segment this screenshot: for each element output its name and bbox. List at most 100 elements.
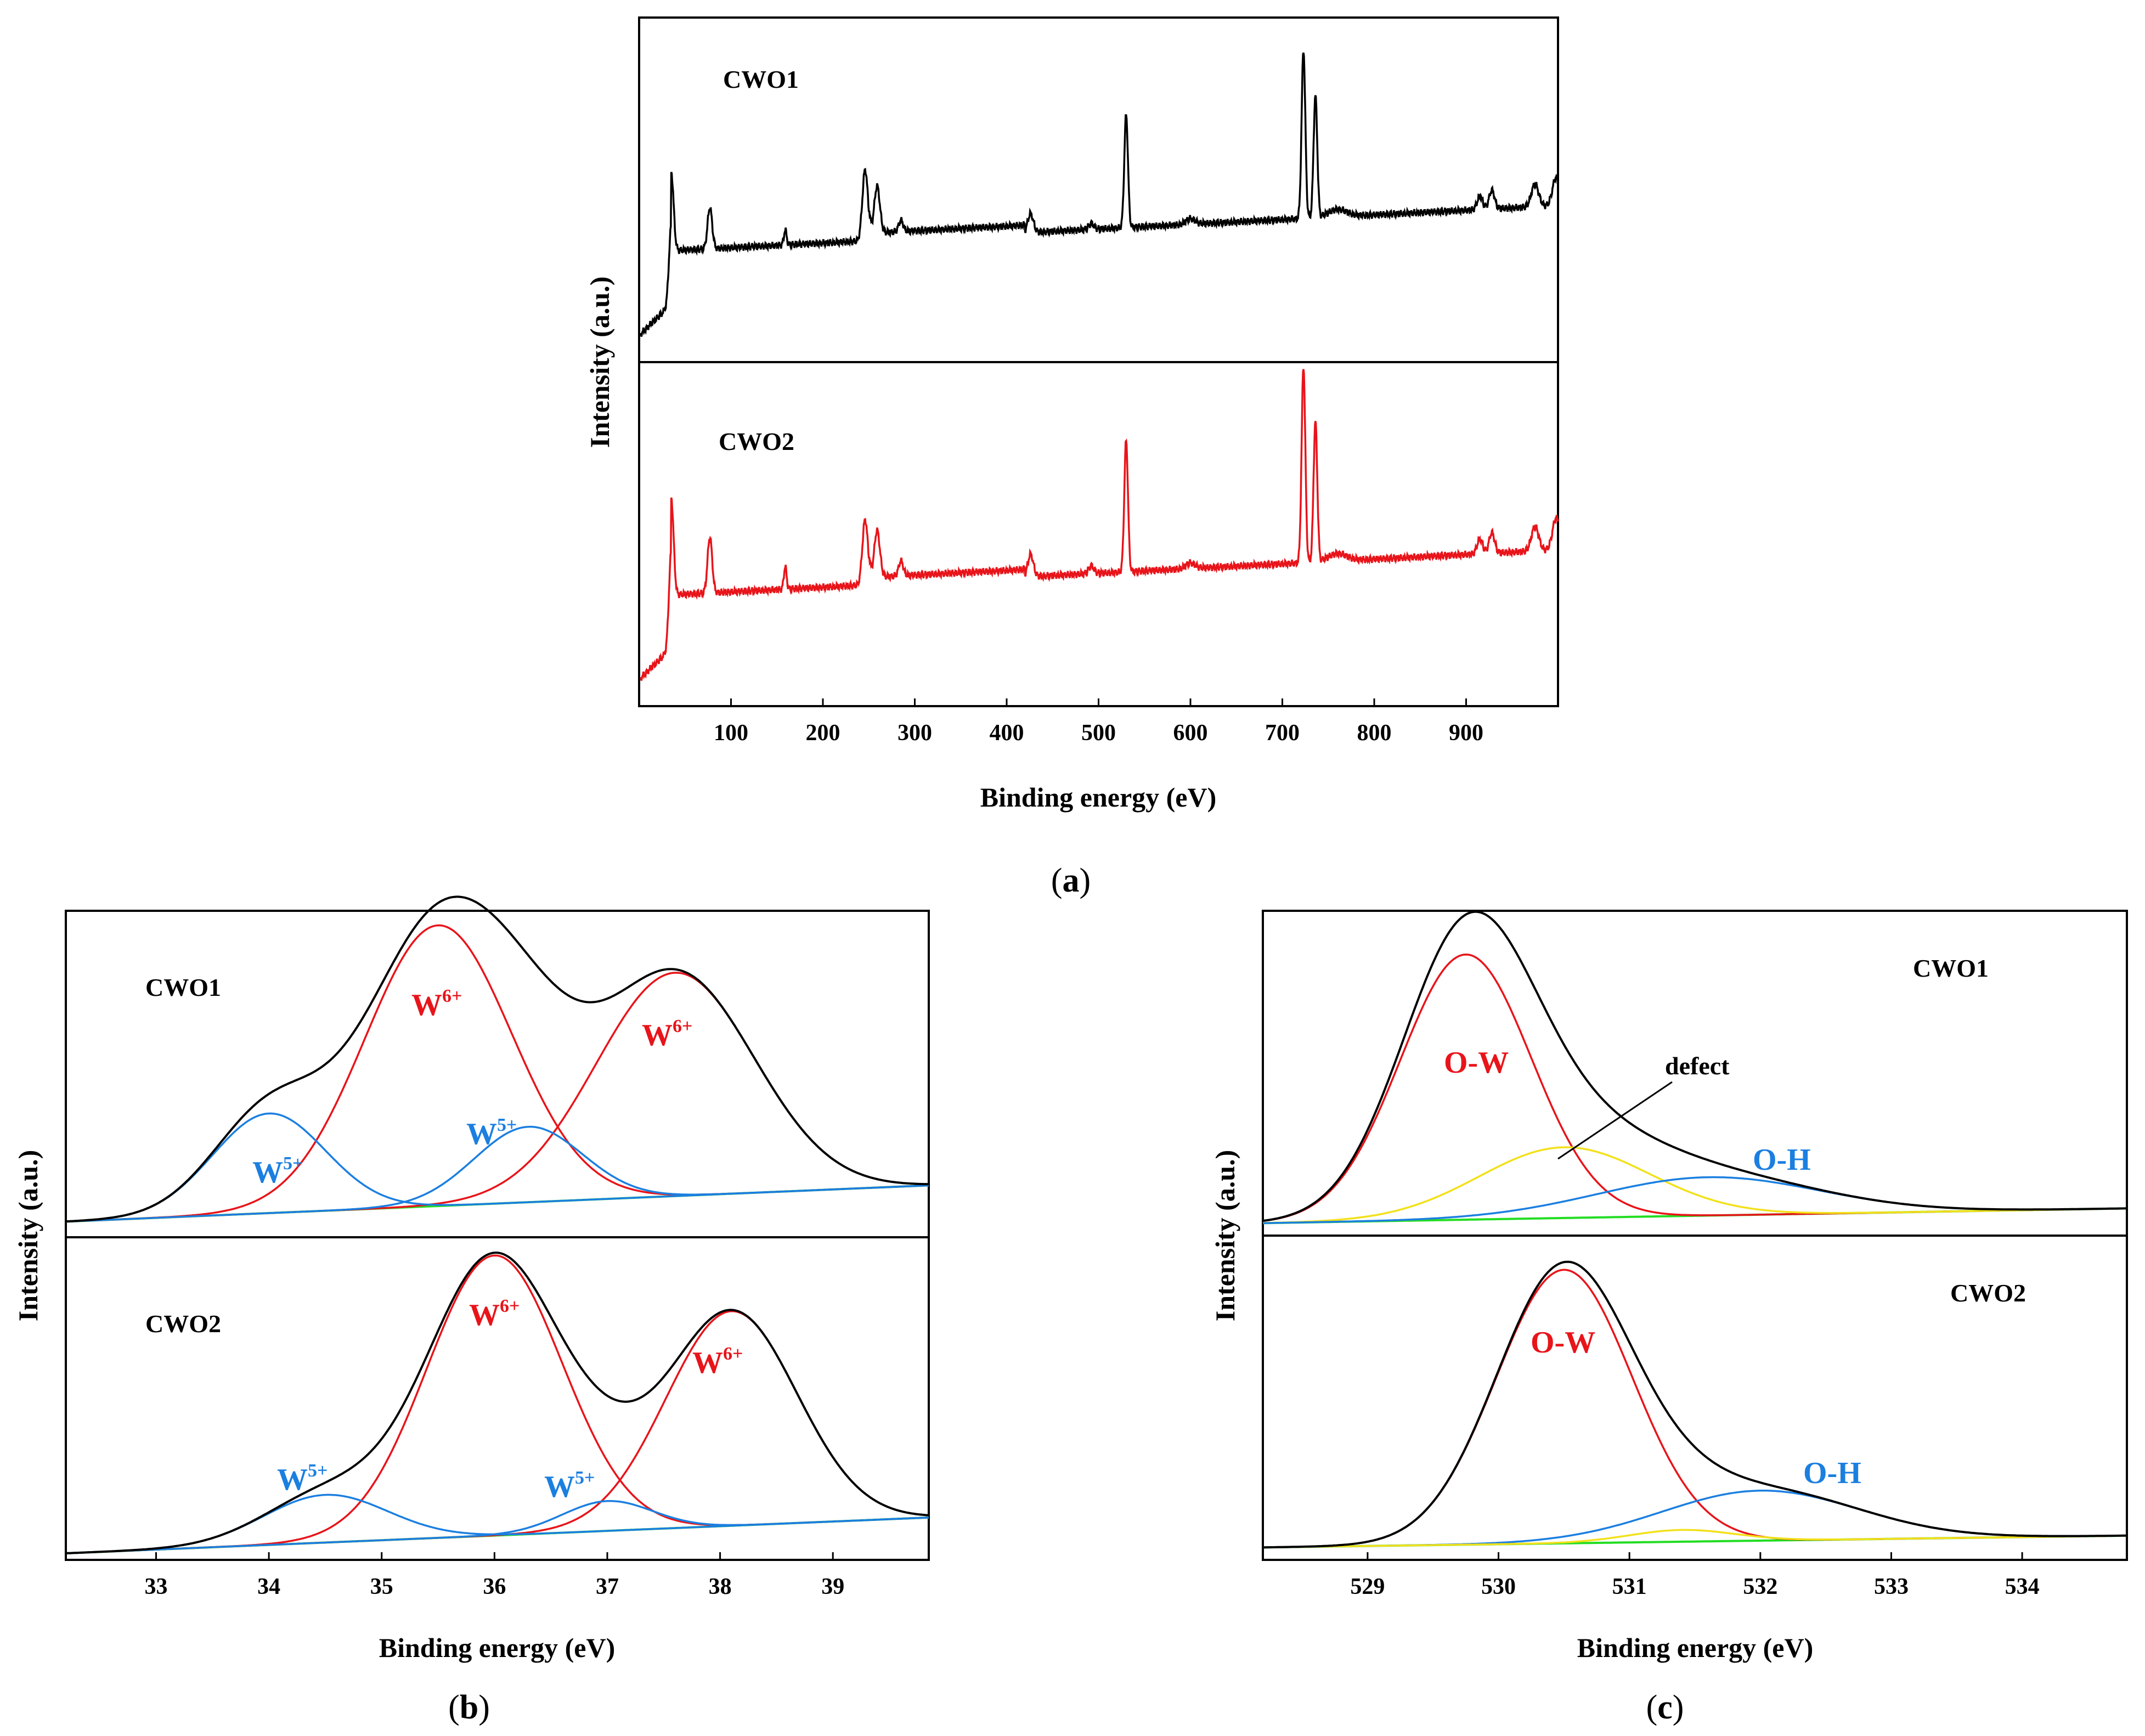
x-tick-label: 700 [1265,720,1300,746]
panel-b-cwo1-w6-label-2: W6+ [642,1016,692,1052]
w6-main: W [411,988,442,1022]
panel-b-cwo2-label: CWO2 [145,1310,221,1338]
panel-b-cwo2-w6plus-component [65,1310,929,1554]
w5-sup: 5+ [283,1153,303,1174]
panel-b-cwo1-w5-label-1: W5+ [252,1153,303,1190]
caption-a: (a) [1051,862,1091,899]
w6-sup: 6+ [500,1296,520,1316]
w6-sup: 6+ [723,1344,743,1364]
x-tick-label: 529 [1350,1574,1385,1599]
panel-b-cwo2-w5-label-2: W5+ [544,1468,595,1504]
panel-b-y-axis-label: Intensity (a.u.) [13,1150,43,1322]
x-tick-label: 39 [821,1574,844,1599]
panel-c-cwo1-oh-label: O-H [1753,1143,1811,1177]
panel-a-x-ticks: 100 200 300 400 500 600 700 800 900 [714,698,1483,746]
x-tick-label: 34 [257,1574,280,1599]
caption-b-letter: b [460,1689,478,1726]
panel-c-cwo2-oh-label: O-H [1803,1456,1861,1490]
w5-main: W [277,1463,308,1497]
x-tick-label: 37 [596,1574,619,1599]
w5-sup: 5+ [497,1115,517,1135]
x-tick-label: 531 [1612,1574,1647,1599]
w6-main: W [469,1298,500,1332]
x-tick-label: 530 [1481,1574,1516,1599]
x-tick-label: 100 [714,720,748,746]
panel-b: 33 34 35 36 37 38 39 CWO1 CWO2 W6+ W6+ W5+ W5+… [13,895,930,1726]
panel-b-cwo2-w5plus-component [65,1493,929,1554]
panel-c-x-ticks: 529 530 531 532 533 534 [1350,1552,2040,1599]
x-tick-label: 500 [1081,720,1116,746]
panel-c-cwo2-ow-label: O-W [1531,1326,1595,1360]
panel-b-curves [65,895,929,1554]
caption-c-open: ( [1646,1689,1658,1726]
panel-c-defect-label: defect [1665,1052,1730,1080]
panel-b-cwo2-envelope [65,1252,929,1554]
panel-a: 100 200 300 400 500 600 700 800 900 CWO1 CWO2 Bi… [584,16,1559,899]
panel-b-cwo1-w6-label-1: W6+ [411,986,462,1022]
caption-c-letter: c [1657,1689,1673,1726]
x-tick-label: 532 [1743,1574,1777,1599]
w6-sup: 6+ [673,1016,692,1036]
panel-c-cwo1-ow-label: O-W [1444,1046,1509,1080]
x-tick-label: 900 [1449,720,1483,746]
caption-c-close: ) [1673,1689,1684,1726]
caption-b-close: ) [478,1689,490,1726]
w6-sup: 6+ [442,986,462,1006]
panel-a-x-axis-label: Binding energy (eV) [980,782,1217,813]
panel-b-cwo1-envelope [65,895,929,1223]
panel-b-cwo1-w5plus-component [65,1125,929,1223]
panel-b-cwo1-label: CWO1 [145,973,221,1001]
panel-a-curves [640,52,1559,681]
panel-c-curves [1262,910,2127,1549]
panel-b-cwo1-w5-label-2: W5+ [466,1115,517,1151]
panel-b-cwo2-w5plus-component [65,1500,929,1554]
panel-c-cwo1-envelope [1262,910,2127,1222]
x-tick-label: 36 [483,1574,506,1599]
w5-main: W [252,1156,283,1190]
panel-a-cwo1-label: CWO1 [723,65,799,93]
panel-c-cwo1-o-w-component [1262,953,2127,1222]
panel-c-cwo2-label: CWO2 [1950,1279,2026,1307]
panel-b-cwo2-w6-label-1: W6+ [469,1296,520,1332]
panel-b-cwo1-w6plus-component [65,972,929,1223]
w6-main: W [642,1018,673,1052]
panel-c: 529 530 531 532 533 534 CWO1 CWO2 O-W O-H def… [1210,910,2128,1726]
panel-b-frame [65,910,930,1561]
w5-main: W [544,1470,575,1504]
x-tick-label: 533 [1874,1574,1909,1599]
panel-c-x-axis-label: Binding energy (eV) [1577,1632,1814,1663]
panel-b-x-axis-label: Binding energy (eV) [379,1632,616,1663]
x-tick-label: 534 [2005,1574,2040,1599]
panel-b-cwo1-w6plus-component [65,924,929,1223]
x-tick-label: 800 [1357,720,1392,746]
w5-main: W [466,1117,497,1151]
w6-main: W [692,1346,723,1380]
x-tick-label: 600 [1173,720,1208,746]
x-tick-label: 400 [990,720,1024,746]
series-cwo1-line [640,52,1559,337]
panel-c-y-axis-label: Intensity (a.u.) [1210,1150,1240,1322]
x-tick-label: 300 [897,720,932,746]
x-tick-label: 33 [144,1574,167,1599]
panel-c-cwo2-envelope [1262,1260,2127,1549]
caption-c: (c) [1646,1689,1684,1726]
panel-a-y-axis-label: Intensity (a.u.) [584,277,615,448]
w5-sup: 5+ [308,1461,328,1481]
panel-c-cwo1-defect-component [1262,1146,2127,1224]
panel-b-cwo2-w6-label-2: W6+ [692,1344,743,1380]
panel-c-defect-pointer [1557,1081,1673,1160]
panel-b-cwo2-w5-label-1: W5+ [277,1461,328,1497]
panel-b-x-ticks: 33 34 35 36 37 38 39 [144,1552,844,1599]
caption-a-letter: a [1063,862,1080,899]
x-tick-label: 35 [370,1574,393,1599]
x-tick-label: 38 [709,1574,732,1599]
caption-b: (b) [448,1689,490,1726]
caption-b-open: ( [448,1689,460,1726]
panel-c-cwo1-label: CWO1 [1913,954,1989,982]
x-tick-label: 200 [806,720,840,746]
caption-a-open: ( [1051,862,1063,899]
series-cwo2-line [640,369,1559,681]
panel-a-cwo2-label: CWO2 [719,427,794,455]
caption-a-close: ) [1080,862,1091,899]
